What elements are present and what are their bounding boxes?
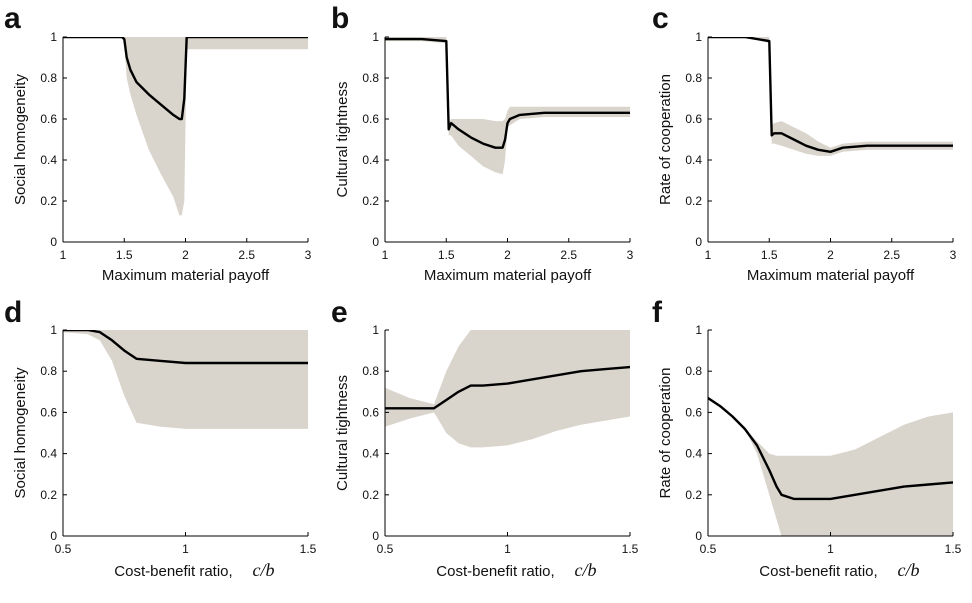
x-axis-label-c: Maximum material payoff (747, 267, 915, 284)
y-tick-label-d: 0.8 (40, 364, 57, 378)
y-tick-label-c: 0 (695, 235, 702, 249)
y-tick-label-f: 0 (695, 529, 702, 543)
y-tick-label-e: 0 (372, 529, 379, 543)
y-tick-label-f: 1 (695, 323, 702, 337)
line-d-mean (63, 330, 308, 365)
x-tick-label-e: 1.5 (622, 542, 639, 556)
band-c-mean (708, 37, 953, 156)
line-f-mean (708, 397, 953, 501)
panel-letter-a: a (4, 2, 21, 35)
panel-letter-b: b (331, 2, 349, 35)
x-axis-label-a: Maximum material payoff (102, 267, 270, 284)
y-tick-label-d: 0.4 (40, 447, 57, 461)
band-e-mean (385, 330, 630, 448)
band-f-mean (708, 398, 953, 536)
band-b-mean (385, 37, 630, 175)
y-tick-label-a: 0 (50, 235, 57, 249)
panel-letter-c: c (652, 2, 669, 35)
x-tick-label-c: 1.5 (761, 248, 778, 262)
y-tick-label-a: 0.4 (40, 153, 57, 167)
x-tick-label-d: 0.5 (55, 542, 72, 556)
panel-a: a 0 0.2 0.4 0.6 0.8 1 1 1.5 2 2.5 3 Maximum material… (4, 2, 312, 284)
x-tick-label-f: 0.5 (700, 542, 717, 556)
y-tick-label-d: 0.2 (40, 488, 57, 502)
x-tick-label-a: 1 (60, 248, 67, 262)
y-tick-label-d: 1 (50, 323, 57, 337)
x-tick-label-b: 2.5 (560, 248, 577, 262)
x-tick-label-b: 3 (627, 248, 634, 262)
x-axis-label-d: Cost-benefit ratio, (114, 563, 232, 580)
panel-letter-e: e (331, 296, 348, 329)
y-axis-label-a: Social homogeneity (12, 74, 29, 205)
panel-letter-f: f (652, 296, 663, 329)
y-axis-label-d: Social homogeneity (12, 367, 29, 498)
y-tick-label-f: 0.8 (685, 364, 702, 378)
panel-f: f 0 0.2 0.4 0.6 0.8 1 0.5 1 1.5 Cost-benefit ratio… (652, 296, 962, 580)
y-tick-label-f: 0.2 (685, 488, 702, 502)
line-b-mean (385, 37, 630, 149)
y-tick-label-a: 0.8 (40, 71, 57, 85)
x-tick-label-c: 1 (705, 248, 712, 262)
x-tick-label-c: 3 (950, 248, 957, 262)
y-tick-label-e: 0.8 (362, 364, 379, 378)
y-tick-label-b: 0.4 (362, 153, 379, 167)
y-tick-label-e: 0.2 (362, 488, 379, 502)
band-d-mean (63, 330, 308, 429)
x-axis-math-e: c/b (575, 560, 597, 580)
panel-letter-d: d (4, 296, 22, 329)
y-tick-label-b: 1 (372, 30, 379, 44)
x-tick-label-d: 1 (182, 542, 189, 556)
y-axis-label-e: Cultural tightness (334, 375, 351, 491)
x-tick-label-b: 1 (382, 248, 389, 262)
x-tick-label-f: 1 (827, 542, 834, 556)
y-tick-label-a: 0.2 (40, 194, 57, 208)
x-tick-label-e: 1 (504, 542, 511, 556)
x-tick-label-c: 2 (827, 248, 834, 262)
y-tick-label-a: 0.6 (40, 112, 57, 126)
y-tick-label-e: 0.6 (362, 405, 379, 419)
y-axis-label-b: Cultural tightness (334, 82, 351, 198)
panel-b: b 0 0.2 0.4 0.6 0.8 1 1 1.5 2 2.5 3 Maximum material… (331, 2, 634, 284)
x-axis-label-e: Cost-benefit ratio, (436, 563, 554, 580)
x-axis-math-d: c/b (253, 560, 275, 580)
x-tick-label-b: 2 (504, 248, 511, 262)
y-tick-label-b: 0.8 (362, 71, 379, 85)
y-tick-label-a: 1 (50, 30, 57, 44)
x-tick-label-c: 2.5 (883, 248, 900, 262)
x-tick-label-a: 2.5 (238, 248, 255, 262)
y-tick-label-f: 0.4 (685, 447, 702, 461)
y-axis-label-c: Rate of cooperation (657, 74, 674, 205)
y-tick-label-c: 0.4 (685, 153, 702, 167)
x-tick-label-d: 1.5 (300, 542, 317, 556)
line-e-mean (385, 365, 630, 410)
x-tick-label-a: 2 (182, 248, 189, 262)
y-tick-label-b: 0.2 (362, 194, 379, 208)
y-tick-label-d: 0.6 (40, 405, 57, 419)
y-tick-label-c: 0.2 (685, 194, 702, 208)
y-tick-label-e: 1 (372, 323, 379, 337)
x-axis-math-f: c/b (898, 560, 920, 580)
y-tick-label-c: 0.6 (685, 112, 702, 126)
panel-c: c 0 0.2 0.4 0.6 0.8 1 1 1.5 2 2.5 3 Maximum material… (652, 2, 957, 284)
x-axis-label-f: Cost-benefit ratio, (759, 563, 877, 580)
y-tick-label-d: 0 (50, 529, 57, 543)
x-tick-label-e: 0.5 (377, 542, 394, 556)
y-tick-label-f: 0.6 (685, 405, 702, 419)
x-tick-label-f: 1.5 (945, 542, 962, 556)
x-tick-label-b: 1.5 (438, 248, 455, 262)
y-tick-label-c: 0.8 (685, 71, 702, 85)
y-tick-label-e: 0.4 (362, 447, 379, 461)
y-tick-label-b: 0 (372, 235, 379, 249)
y-tick-label-b: 0.6 (362, 112, 379, 126)
x-tick-label-a: 1.5 (116, 248, 133, 262)
y-axis-label-f: Rate of cooperation (657, 368, 674, 499)
panel-e: e 0 0.2 0.4 0.6 0.8 1 0.5 1 1.5 Cost-benefit ratio… (331, 296, 639, 580)
x-axis-label-b: Maximum material payoff (424, 267, 592, 284)
y-tick-label-c: 1 (695, 30, 702, 44)
line-a-mean (63, 37, 308, 121)
line-c-mean (708, 37, 953, 153)
x-tick-label-a: 3 (305, 248, 312, 262)
panel-d: d 0 0.2 0.4 0.6 0.8 1 0.5 1 1.5 Cost-benefit ratio… (4, 296, 317, 580)
